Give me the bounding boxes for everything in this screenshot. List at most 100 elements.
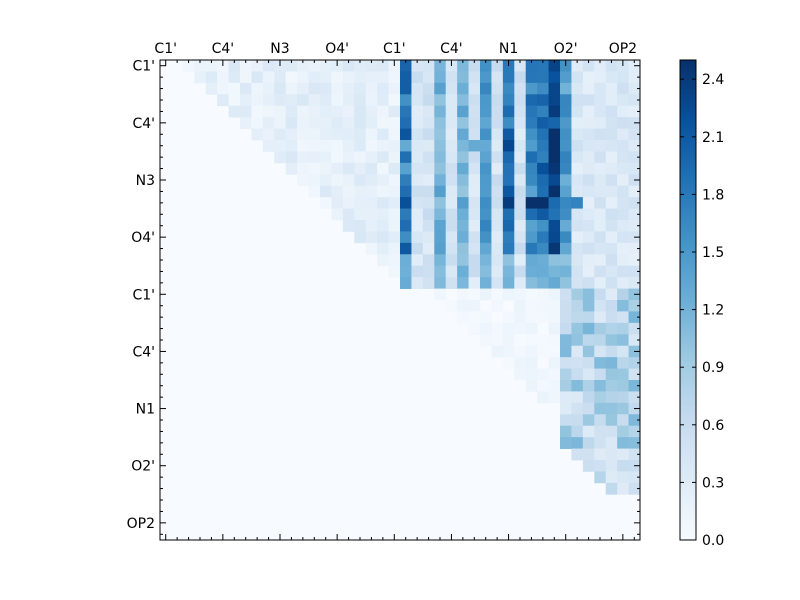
heatmap-cell xyxy=(560,402,572,415)
heatmap-cell xyxy=(434,60,447,72)
heatmap-cell xyxy=(594,162,607,175)
heatmap-cell xyxy=(525,94,538,107)
heatmap-cell xyxy=(582,460,595,472)
heatmap-cell xyxy=(594,345,607,358)
heatmap-cell xyxy=(502,311,515,324)
heatmap-cell xyxy=(365,197,378,209)
heatmap-cell xyxy=(560,174,572,187)
heatmap-cell xyxy=(285,105,298,118)
heatmap-cell xyxy=(525,162,538,175)
heatmap-cell xyxy=(537,231,549,244)
heatmap-cell xyxy=(502,174,515,187)
heatmap-cell xyxy=(502,94,515,107)
heatmap-cell xyxy=(480,265,492,278)
heatmap-cell xyxy=(605,345,618,358)
heatmap-cell xyxy=(388,265,401,278)
heatmap-cell xyxy=(445,117,458,129)
heatmap-cell xyxy=(514,300,527,312)
heatmap-cell xyxy=(400,71,412,84)
heatmap-cell xyxy=(422,128,435,141)
heatmap-cell xyxy=(605,482,618,495)
heatmap-cell xyxy=(571,288,584,301)
heatmap-cell xyxy=(525,357,538,369)
heatmap-cell xyxy=(582,265,595,278)
heatmap-cell xyxy=(468,174,481,187)
heatmap-cell xyxy=(537,311,549,324)
heatmap-cell xyxy=(594,151,607,164)
heatmap-cell xyxy=(605,391,618,404)
heatmap-cell xyxy=(217,71,229,84)
heatmap-cell xyxy=(560,128,572,141)
heatmap-cell xyxy=(525,254,538,267)
colorbar-ticks: 0.0 0.3 0.6 0.9 1.2 1.5 1.8 2.1 2.4 xyxy=(680,72,724,549)
heatmap-cell xyxy=(354,220,367,232)
heatmap-cell xyxy=(297,71,309,84)
heatmap-cell xyxy=(388,220,401,232)
heatmap-cell xyxy=(240,105,252,118)
heatmap-cell xyxy=(502,322,515,335)
heatmap-cell xyxy=(502,105,515,118)
heatmap-cell xyxy=(400,94,412,107)
heatmap-cell xyxy=(525,300,538,312)
heatmap-cell xyxy=(400,242,412,255)
heatmap-cell xyxy=(434,277,447,289)
heatmap-cell xyxy=(514,197,527,209)
heatmap-cell xyxy=(514,277,527,289)
heatmap-cell xyxy=(468,300,481,312)
heatmap-cell xyxy=(354,82,367,95)
heatmap-cell xyxy=(514,322,527,335)
heatmap-cell xyxy=(571,254,584,267)
heatmap-cell xyxy=(240,94,252,107)
heatmap-cell xyxy=(605,471,618,484)
heatmap-cell xyxy=(308,151,321,164)
heatmap-cell xyxy=(582,174,595,187)
heatmap-cell xyxy=(537,334,549,347)
heatmap-cell xyxy=(628,448,641,461)
heatmap-cell xyxy=(491,174,504,187)
heatmap-cell xyxy=(537,185,549,198)
heatmap-cell xyxy=(468,197,481,209)
heatmap-cell xyxy=(228,105,241,118)
heatmap-cell xyxy=(628,277,641,289)
heatmap-cell xyxy=(548,265,561,278)
heatmap-cell xyxy=(457,71,469,84)
heatmap-cell xyxy=(445,174,458,187)
heatmap-cell xyxy=(525,128,538,141)
heatmap-cell xyxy=(331,151,344,164)
heatmap-cell xyxy=(537,117,549,129)
heatmap-cell xyxy=(628,185,641,198)
heatmap-cell xyxy=(445,151,458,164)
heatmap-cell xyxy=(514,151,527,164)
heatmap-cell xyxy=(491,71,504,84)
heatmap-cell xyxy=(377,140,389,152)
heatmap-cell xyxy=(605,425,618,438)
heatmap-cell xyxy=(468,60,481,72)
heatmap-cell xyxy=(605,208,618,221)
heatmap-cell xyxy=(342,105,355,118)
heatmap-cell xyxy=(594,334,607,347)
heatmap-cell xyxy=(285,151,298,164)
heatmap-cell xyxy=(617,425,629,438)
heatmap-cell xyxy=(422,277,435,289)
heatmap-cell xyxy=(582,277,595,289)
heatmap-cell xyxy=(365,242,378,255)
heatmap-cell xyxy=(594,82,607,95)
heatmap-cell xyxy=(468,151,481,164)
heatmap-cell xyxy=(388,105,401,118)
heatmap-cell xyxy=(560,265,572,278)
heatmap-cell xyxy=(548,220,561,232)
heatmap-cell xyxy=(422,208,435,221)
heatmap-cell xyxy=(594,60,607,72)
heatmap-cell xyxy=(457,208,469,221)
heatmap-cell xyxy=(205,71,218,84)
heatmap-cell xyxy=(560,242,572,255)
heatmap-cell xyxy=(240,60,252,72)
y-tick-label: C1' xyxy=(132,287,155,303)
heatmap-cell xyxy=(617,402,629,415)
heatmap-cell xyxy=(628,414,641,427)
heatmap-cell xyxy=(594,448,607,461)
heatmap-cell xyxy=(582,357,595,369)
heatmap-cell xyxy=(514,174,527,187)
heatmap-cell xyxy=(617,448,629,461)
heatmap-cell xyxy=(308,71,321,84)
